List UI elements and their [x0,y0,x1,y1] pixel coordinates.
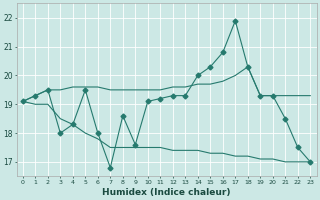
X-axis label: Humidex (Indice chaleur): Humidex (Indice chaleur) [102,188,231,197]
